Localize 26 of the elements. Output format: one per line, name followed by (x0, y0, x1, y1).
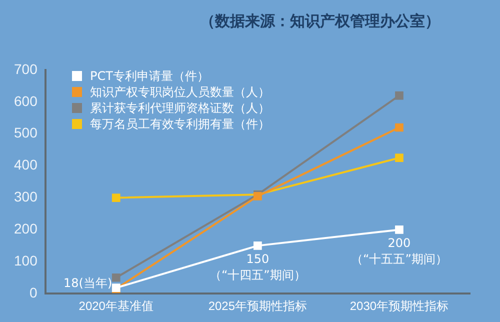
point (395, 91, 404, 100)
point (112, 194, 120, 202)
data-label: 18(当年) (63, 276, 112, 290)
y-tick-label: 700 (14, 60, 38, 77)
point (395, 226, 404, 234)
data-label: 150 （“十四五”期间） (209, 252, 306, 282)
legend-label: 每万名员工有效专利拥有量（件） (90, 116, 270, 132)
y-tick-label: 200 (14, 220, 38, 237)
point (395, 123, 404, 132)
data-label: 200 （“十五五”期间） (351, 236, 448, 266)
x-tick-label: 2025年预期性指标 (208, 299, 308, 314)
point (395, 154, 404, 162)
y-tick-label: 400 (14, 156, 38, 173)
legend-label: 累计获专利代理师资格证数（人） (90, 100, 270, 116)
x-tick-label: 2020年基准值 (78, 299, 154, 314)
y-tick-label: 0 (30, 284, 38, 300)
x-tick-label: 2030年预期性指标 (350, 299, 449, 314)
y-tick-label: 100 (14, 252, 38, 269)
y-tick-label: 300 (14, 188, 38, 205)
legend-label: PCT专利申请量（件） (90, 68, 209, 84)
legend-label: 知识产权专职岗位人员数量（人） (90, 84, 270, 100)
point (112, 273, 120, 282)
point (253, 242, 262, 250)
text: （数据来源：知识产权管理办公室） (200, 12, 440, 31)
y-tick-label: 500 (14, 124, 38, 141)
y-tick-label: 600 (14, 92, 38, 109)
